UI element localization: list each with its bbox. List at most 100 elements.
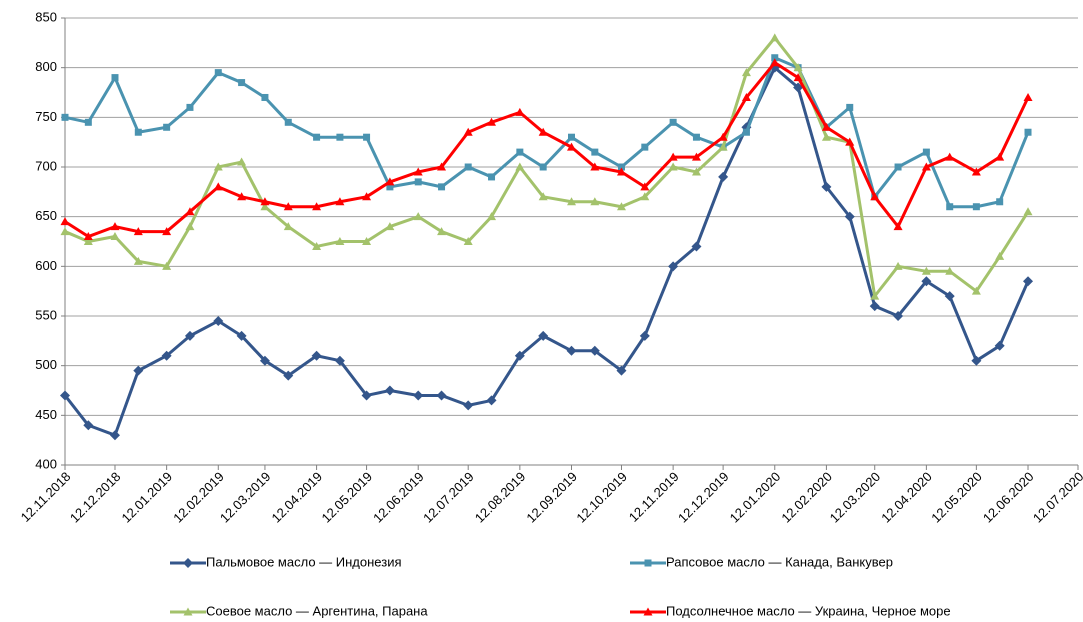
point: [945, 266, 955, 275]
point: [845, 137, 855, 146]
point: [213, 162, 223, 171]
point: [944, 291, 955, 302]
x-tick-label: 12.04.2020: [878, 469, 935, 526]
point: [362, 192, 372, 201]
point: [641, 143, 649, 151]
point: [1023, 276, 1034, 287]
point: [589, 345, 600, 356]
point: [186, 103, 194, 111]
point: [516, 148, 524, 156]
point: [1023, 92, 1033, 101]
point: [385, 222, 395, 231]
point: [1023, 207, 1033, 216]
point: [464, 163, 472, 171]
point: [538, 192, 548, 201]
legend-label: Подсолнечное масло — Украина, Черное мор…: [666, 603, 951, 618]
point: [972, 203, 980, 211]
point: [769, 62, 780, 73]
x-tick-label: 12.11.2018: [18, 469, 74, 525]
point: [213, 182, 223, 191]
point: [259, 355, 270, 366]
point: [384, 385, 395, 396]
point: [260, 197, 270, 206]
point: [111, 74, 119, 82]
point: [893, 311, 904, 321]
point: [821, 181, 832, 192]
point: [616, 365, 627, 376]
point: [870, 291, 880, 300]
point: [335, 197, 345, 206]
point: [362, 237, 372, 245]
point: [640, 182, 650, 191]
point: [83, 232, 93, 241]
point: [566, 345, 577, 356]
point: [741, 92, 751, 101]
point: [793, 82, 804, 93]
point: [133, 365, 144, 376]
x-tick-label: 12.12.2018: [67, 469, 124, 526]
point: [313, 133, 321, 141]
point: [1024, 128, 1032, 136]
point: [487, 117, 497, 126]
point: [515, 107, 525, 116]
point: [996, 198, 1004, 206]
x-tick-label: 12.09.2019: [523, 469, 580, 526]
point: [742, 128, 750, 136]
point: [568, 133, 575, 141]
y-tick-label: 500: [35, 357, 57, 372]
x-tick-label: 12.03.2020: [827, 469, 884, 526]
point: [894, 163, 902, 171]
point: [488, 173, 496, 181]
point: [946, 203, 954, 211]
x-tick-label: 12.02.2020: [778, 469, 835, 526]
x-tick-label: 12.06.2020: [980, 469, 1037, 526]
point: [515, 162, 525, 171]
point: [994, 340, 1005, 351]
point: [185, 207, 195, 216]
point: [283, 222, 293, 231]
point: [995, 251, 1005, 260]
legend-label: Соевое масло — Аргентина, Парана: [206, 603, 428, 618]
point: [438, 183, 446, 191]
point: [538, 127, 548, 136]
point: [283, 202, 293, 211]
y-tick-label: 800: [35, 59, 57, 74]
point: [184, 330, 195, 341]
point: [413, 212, 423, 221]
x-tick-label: 12.08.2019: [472, 469, 529, 526]
y-tick-label: 400: [35, 456, 57, 471]
point: [336, 133, 344, 141]
point: [487, 212, 497, 221]
point: [741, 68, 751, 77]
point: [335, 237, 345, 245]
y-tick-label: 850: [35, 9, 57, 24]
point: [110, 222, 120, 231]
point: [921, 266, 931, 275]
point: [793, 63, 803, 72]
point: [414, 178, 422, 186]
point: [385, 177, 395, 186]
point: [83, 237, 93, 245]
point: [311, 350, 322, 361]
point: [109, 430, 120, 441]
x-tick-label: 12.11.2019: [626, 469, 682, 525]
point: [921, 162, 931, 171]
point: [846, 103, 854, 111]
point: [261, 93, 269, 101]
point: [668, 162, 678, 171]
x-tick-label: 12.07.2019: [420, 469, 477, 526]
point: [133, 256, 143, 265]
point: [214, 69, 222, 77]
legend-label: Пальмовое масло — Индонезия: [206, 554, 402, 569]
y-tick-label: 450: [35, 407, 57, 422]
point: [821, 122, 831, 131]
point: [60, 217, 70, 226]
point: [260, 202, 270, 211]
point: [668, 152, 678, 161]
point: [84, 118, 92, 126]
point: [995, 152, 1005, 161]
x-tick-label: 12.10.2019: [573, 469, 630, 526]
point: [793, 73, 803, 82]
point: [617, 163, 625, 171]
